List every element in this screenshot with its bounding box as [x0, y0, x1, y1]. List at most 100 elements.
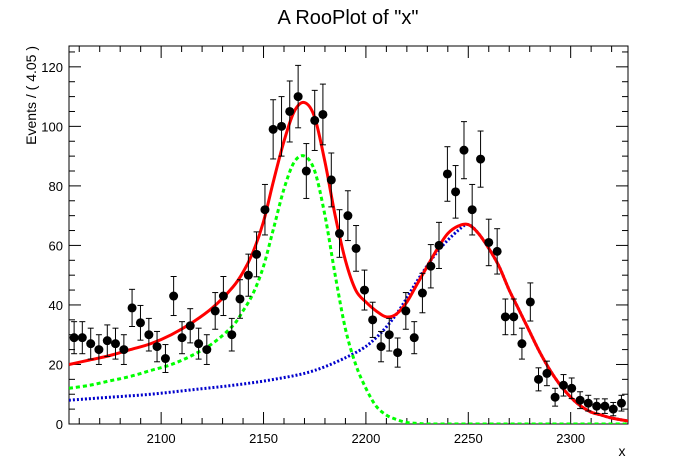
data-point	[492, 228, 502, 275]
data-marker	[202, 345, 212, 355]
data-marker	[492, 246, 502, 256]
data-point	[608, 401, 618, 417]
data-point	[583, 394, 593, 412]
data-marker	[152, 342, 162, 352]
data-marker	[285, 106, 295, 116]
pdf-curves	[69, 100, 628, 424]
data-marker	[575, 395, 585, 405]
x-tick-label: 2150	[249, 431, 278, 446]
data-point	[384, 317, 394, 352]
data-marker	[293, 92, 303, 102]
y-tick-label: 100	[41, 119, 63, 134]
y-tick-label: 40	[49, 298, 63, 313]
plot-frame	[68, 45, 629, 425]
data-point	[401, 292, 411, 330]
data-point	[210, 292, 220, 330]
data-point	[185, 308, 195, 344]
data-point	[285, 80, 295, 143]
data-point	[252, 231, 262, 278]
data-point	[467, 183, 477, 236]
data-point	[459, 121, 469, 180]
data-marker	[218, 291, 228, 301]
data-marker	[127, 303, 137, 313]
data-point	[334, 209, 344, 258]
y-tick-label: 120	[41, 60, 63, 75]
data-marker	[616, 398, 626, 408]
data-marker	[94, 345, 104, 355]
data-marker	[310, 115, 320, 125]
data-point	[550, 387, 560, 407]
data-marker	[451, 187, 461, 197]
data-marker	[559, 380, 568, 390]
data-point	[235, 279, 245, 319]
data-marker	[326, 175, 336, 185]
data-point	[600, 398, 610, 414]
data-marker	[77, 333, 87, 343]
data-points	[69, 64, 626, 417]
data-point	[567, 377, 577, 400]
data-point	[268, 99, 278, 160]
data-point	[160, 344, 170, 373]
data-marker	[509, 312, 519, 322]
data-marker	[426, 261, 436, 271]
data-marker	[177, 333, 187, 343]
data-marker	[442, 169, 452, 179]
data-marker	[243, 270, 253, 280]
data-marker	[235, 294, 245, 304]
data-marker	[608, 404, 618, 414]
data-point	[69, 321, 79, 355]
data-point	[127, 288, 137, 328]
data-point	[442, 146, 452, 202]
data-point	[135, 304, 145, 341]
data-point	[575, 391, 585, 410]
data-marker	[318, 109, 328, 119]
data-marker	[277, 121, 287, 131]
data-point	[169, 275, 179, 317]
data-point	[525, 282, 535, 322]
data-marker	[534, 374, 544, 384]
data-point	[227, 317, 237, 352]
data-marker	[185, 321, 195, 331]
data-point	[310, 89, 320, 151]
data-marker	[368, 315, 378, 325]
data-marker	[517, 339, 527, 349]
data-point	[542, 360, 552, 387]
data-marker	[334, 229, 344, 239]
data-point	[343, 190, 353, 242]
x-tick-label: 2100	[147, 431, 176, 446]
data-point	[376, 330, 386, 363]
data-marker	[401, 306, 411, 316]
data-point	[202, 334, 212, 365]
y-tick-label: 0	[56, 417, 63, 432]
data-marker	[542, 368, 552, 378]
data-marker	[476, 154, 486, 164]
x-axis-title: x	[619, 443, 626, 459]
chart-title: A RooPlot of "x"	[278, 7, 419, 29]
data-marker	[343, 211, 353, 221]
data-marker	[409, 333, 419, 343]
background-pdf-curve	[69, 223, 628, 423]
data-marker	[550, 392, 560, 402]
data-point	[102, 324, 112, 357]
data-marker	[301, 166, 311, 176]
data-marker	[600, 401, 610, 411]
data-marker	[210, 306, 220, 316]
data-marker	[500, 312, 510, 322]
data-marker	[69, 333, 79, 343]
data-marker	[144, 330, 154, 340]
data-marker	[467, 205, 477, 215]
axis-ticks: 2100 2150 2200 2250 2300 0 20 40 60 80 100 120	[41, 46, 628, 446]
data-marker	[260, 205, 270, 215]
data-marker	[110, 339, 120, 349]
data-point	[218, 275, 228, 317]
data-point	[326, 152, 336, 208]
data-marker	[567, 383, 577, 393]
data-marker	[376, 342, 386, 352]
data-marker	[434, 240, 444, 250]
data-point	[409, 321, 419, 355]
data-marker	[484, 237, 494, 247]
data-point	[368, 301, 378, 338]
y-tick-label: 20	[49, 357, 63, 372]
x-tick-label: 2250	[454, 431, 483, 446]
